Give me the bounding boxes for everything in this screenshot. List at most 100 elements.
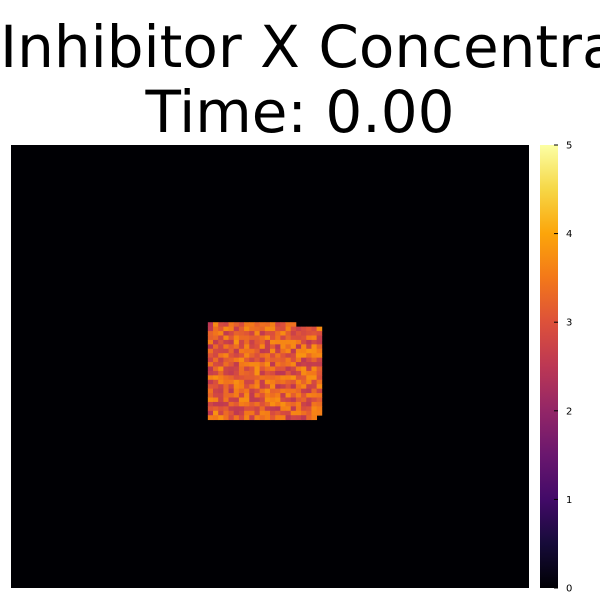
heatmap-cell	[301, 353, 307, 359]
heatmap-cell	[306, 410, 312, 416]
heatmap-cell	[254, 384, 261, 390]
heatmap-cell	[249, 348, 255, 354]
heatmap-cell	[275, 366, 281, 372]
heatmap-cell	[213, 357, 219, 363]
heatmap-cell	[316, 375, 323, 381]
heatmap-cell	[218, 339, 224, 345]
heatmap-cell	[244, 397, 250, 403]
heatmap-cell	[259, 344, 266, 350]
heatmap-cell	[270, 331, 276, 336]
heatmap-cell	[295, 410, 302, 416]
heatmap-cell	[228, 335, 235, 341]
heatmap-cell	[244, 344, 250, 350]
heatmap-cell	[290, 366, 297, 372]
heatmap-cell	[207, 348, 214, 354]
heatmap-cell	[259, 357, 266, 363]
heatmap-cell	[275, 326, 281, 332]
heatmap-cell	[233, 375, 240, 381]
heatmap-cell	[223, 335, 229, 341]
heatmap-cell	[301, 401, 307, 407]
heatmap-cell	[259, 384, 266, 390]
heatmap-cell	[233, 406, 240, 412]
heatmap-cell	[254, 366, 261, 372]
heatmap-cell	[249, 379, 255, 385]
heatmap-cell	[254, 388, 261, 394]
heatmap-cell	[213, 348, 219, 354]
colorbar-tick-label: 0	[566, 584, 572, 595]
heatmap-cell	[207, 410, 214, 416]
heatmap-cell	[290, 388, 297, 394]
heatmap-cell	[270, 397, 276, 403]
heatmap-cell	[264, 339, 271, 345]
heatmap-cell	[270, 326, 276, 332]
heatmap-cell	[285, 370, 292, 376]
heatmap-cell	[254, 357, 261, 363]
heatmap-cell	[249, 415, 255, 421]
heatmap-cell	[238, 379, 245, 385]
heatmap-cell	[295, 397, 302, 403]
heatmap-cell	[290, 322, 297, 328]
heatmap-cell	[233, 362, 240, 367]
heatmap-cell	[223, 406, 229, 412]
heatmap-cell	[301, 375, 307, 381]
heatmap-cell	[301, 326, 307, 332]
heatmap-cell	[275, 357, 281, 363]
heatmap-cell	[290, 401, 297, 407]
heatmap-cell	[254, 397, 261, 403]
heatmap-cell	[233, 397, 240, 403]
heatmap-cell	[264, 415, 271, 421]
heatmap-cell	[290, 339, 297, 345]
heatmap-cell	[311, 331, 318, 336]
heatmap-cell	[275, 339, 281, 345]
heatmap-cell	[228, 384, 235, 390]
heatmap-cell	[218, 415, 224, 421]
heatmap-cell	[295, 353, 302, 359]
heatmap-cell	[316, 339, 323, 345]
heatmap-cell	[264, 353, 271, 359]
heatmap-cell	[280, 357, 286, 363]
colorbar	[540, 145, 558, 588]
heatmap-cell	[275, 384, 281, 390]
heatmap-cell	[295, 362, 302, 367]
heatmap-cell	[316, 335, 323, 341]
heatmap-cell	[213, 331, 219, 336]
heatmap-cell	[254, 326, 261, 332]
heatmap-cell	[254, 348, 261, 354]
heatmap-cell	[233, 370, 240, 376]
heatmap-cell	[311, 362, 318, 367]
heatmap-cell	[270, 410, 276, 416]
heatmap-cell	[270, 353, 276, 359]
heatmap-cell	[218, 388, 224, 394]
heatmap-cell	[249, 410, 255, 416]
heatmap-cell	[233, 401, 240, 407]
heatmap-cell	[207, 326, 214, 332]
heatmap-cell	[270, 384, 276, 390]
heatmap-cell	[238, 375, 245, 381]
heatmap-cell	[290, 384, 297, 390]
heatmap-cell	[223, 322, 229, 328]
heatmap-cell	[218, 366, 224, 372]
heatmap-cell	[207, 388, 214, 394]
heatmap-cell	[301, 370, 307, 376]
heatmap-cell	[254, 344, 261, 350]
heatmap-cell	[301, 384, 307, 390]
heatmap-cell	[285, 384, 292, 390]
heatmap-cell	[275, 344, 281, 350]
heatmap-cell	[295, 393, 302, 398]
heatmap-cell	[306, 335, 312, 341]
heatmap-cell	[264, 335, 271, 341]
heatmap-cell	[259, 401, 266, 407]
heatmap-cell	[218, 357, 224, 363]
heatmap-cell	[270, 357, 276, 363]
heatmap-cell	[218, 401, 224, 407]
heatmap-cell	[285, 388, 292, 394]
heatmap-cell	[223, 362, 229, 367]
heatmap-cell	[249, 388, 255, 394]
heatmap-cell	[290, 344, 297, 350]
heatmap-cell	[233, 322, 240, 328]
heatmap-cell	[270, 339, 276, 345]
heatmap-cell	[301, 366, 307, 372]
heatmap-cell	[213, 339, 219, 345]
heatmap-cell	[316, 370, 323, 376]
heatmap-cell	[218, 379, 224, 385]
